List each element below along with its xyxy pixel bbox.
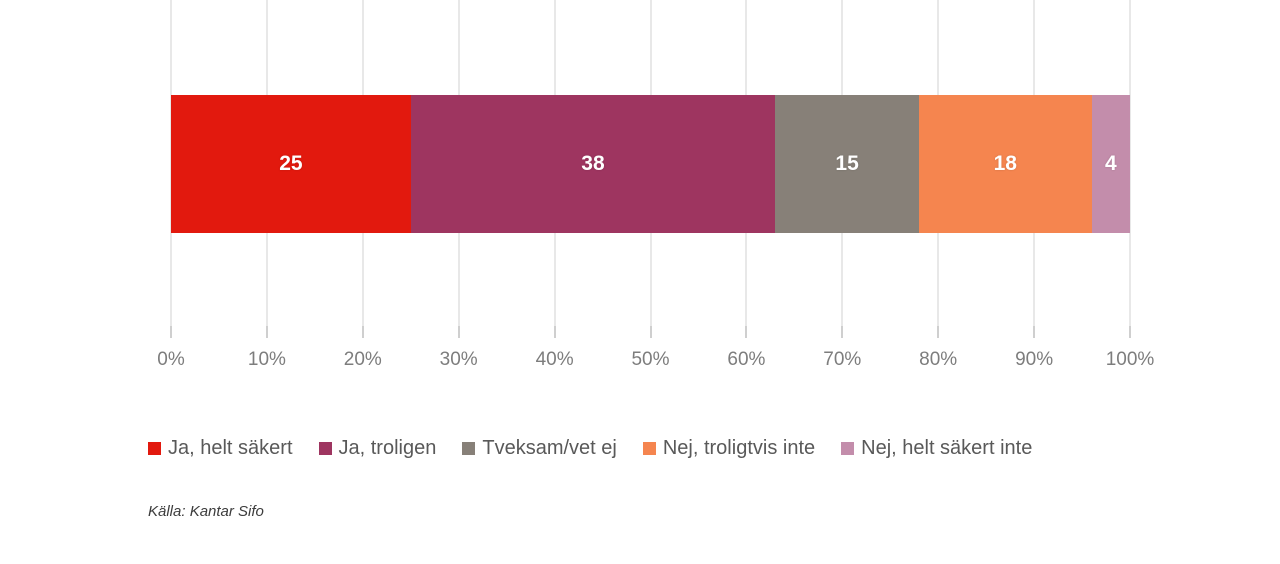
legend-item-label: Ja, troligen bbox=[338, 437, 437, 459]
legend-item: Ja, troligen bbox=[318, 437, 437, 460]
axis-tick bbox=[553, 326, 556, 338]
axis-tick-label: 80% bbox=[919, 349, 958, 370]
axis-tick-label: 100% bbox=[1105, 349, 1155, 370]
legend-item-label: Ja, helt säkert bbox=[168, 437, 293, 459]
bar-segment-value: 18 bbox=[993, 152, 1017, 175]
legend-item-label: Nej, helt säkert inte bbox=[861, 437, 1033, 459]
bar-segment-3: 15 bbox=[775, 95, 919, 233]
gridline bbox=[1129, 0, 1131, 333]
axis-tick-label: 40% bbox=[535, 349, 574, 370]
legend-item: Tveksam/vet ej bbox=[462, 437, 617, 460]
bar-segment-1: 25 bbox=[171, 95, 411, 233]
axis-tick bbox=[265, 326, 268, 338]
bar-segment-value: 38 bbox=[581, 152, 605, 175]
legend-item-label: Tveksam/vet ej bbox=[482, 437, 617, 459]
legend-swatch-icon bbox=[841, 442, 855, 455]
axis-tick bbox=[841, 326, 844, 338]
bar-segment-value: 15 bbox=[835, 152, 859, 175]
source-note: Källa: Kantar Sifo bbox=[148, 503, 264, 520]
axis-tick bbox=[170, 326, 172, 338]
axis-tick bbox=[361, 326, 364, 338]
bar-segment-value: 25 bbox=[279, 152, 303, 175]
legend-swatch-icon bbox=[462, 442, 476, 455]
bar-segment-2: 38 bbox=[410, 95, 776, 233]
legend-item: Ja, helt säkert bbox=[148, 437, 293, 460]
stacked-bar: 25 38 15 18 4 bbox=[171, 95, 1130, 233]
legend: Ja, helt säkert Ja, troligen Tveksam/vet e… bbox=[148, 437, 1032, 460]
axis-tick-label: 50% bbox=[631, 349, 670, 370]
bar-segment-5: 4 bbox=[1091, 95, 1130, 233]
legend-item: Nej, troligtvis inte bbox=[642, 437, 816, 460]
axis-tick bbox=[457, 326, 460, 338]
axis-tick-label: 20% bbox=[343, 349, 382, 370]
plot-area: 25 38 15 18 4 0% 10% 20% 30% 40% 50% 60% 70% 80% 90% 1… bbox=[157, 0, 1154, 390]
axis-tick-label: 60% bbox=[727, 349, 766, 370]
axis-tick-label: 30% bbox=[439, 349, 478, 370]
axis-tick-label: 90% bbox=[1015, 349, 1054, 370]
axis-tick bbox=[1129, 326, 1131, 338]
axis-tick-label: 10% bbox=[247, 349, 286, 370]
legend-item-label: Nej, troligtvis inte bbox=[662, 437, 816, 459]
bar-segment-4: 18 bbox=[919, 95, 1092, 233]
axis-tick-label: 70% bbox=[823, 349, 862, 370]
legend-swatch-icon bbox=[148, 442, 161, 455]
legend-item: Nej, helt säkert inte bbox=[841, 437, 1032, 460]
axis-tick bbox=[1033, 326, 1036, 338]
axis-tick bbox=[649, 326, 652, 338]
bar-segment-value: 4 bbox=[1104, 152, 1117, 175]
legend-swatch-icon bbox=[318, 442, 332, 455]
axis-tick-label: 0% bbox=[157, 349, 185, 370]
legend-swatch-icon bbox=[642, 442, 656, 455]
axis-tick bbox=[937, 326, 940, 338]
axis-tick bbox=[745, 326, 748, 338]
